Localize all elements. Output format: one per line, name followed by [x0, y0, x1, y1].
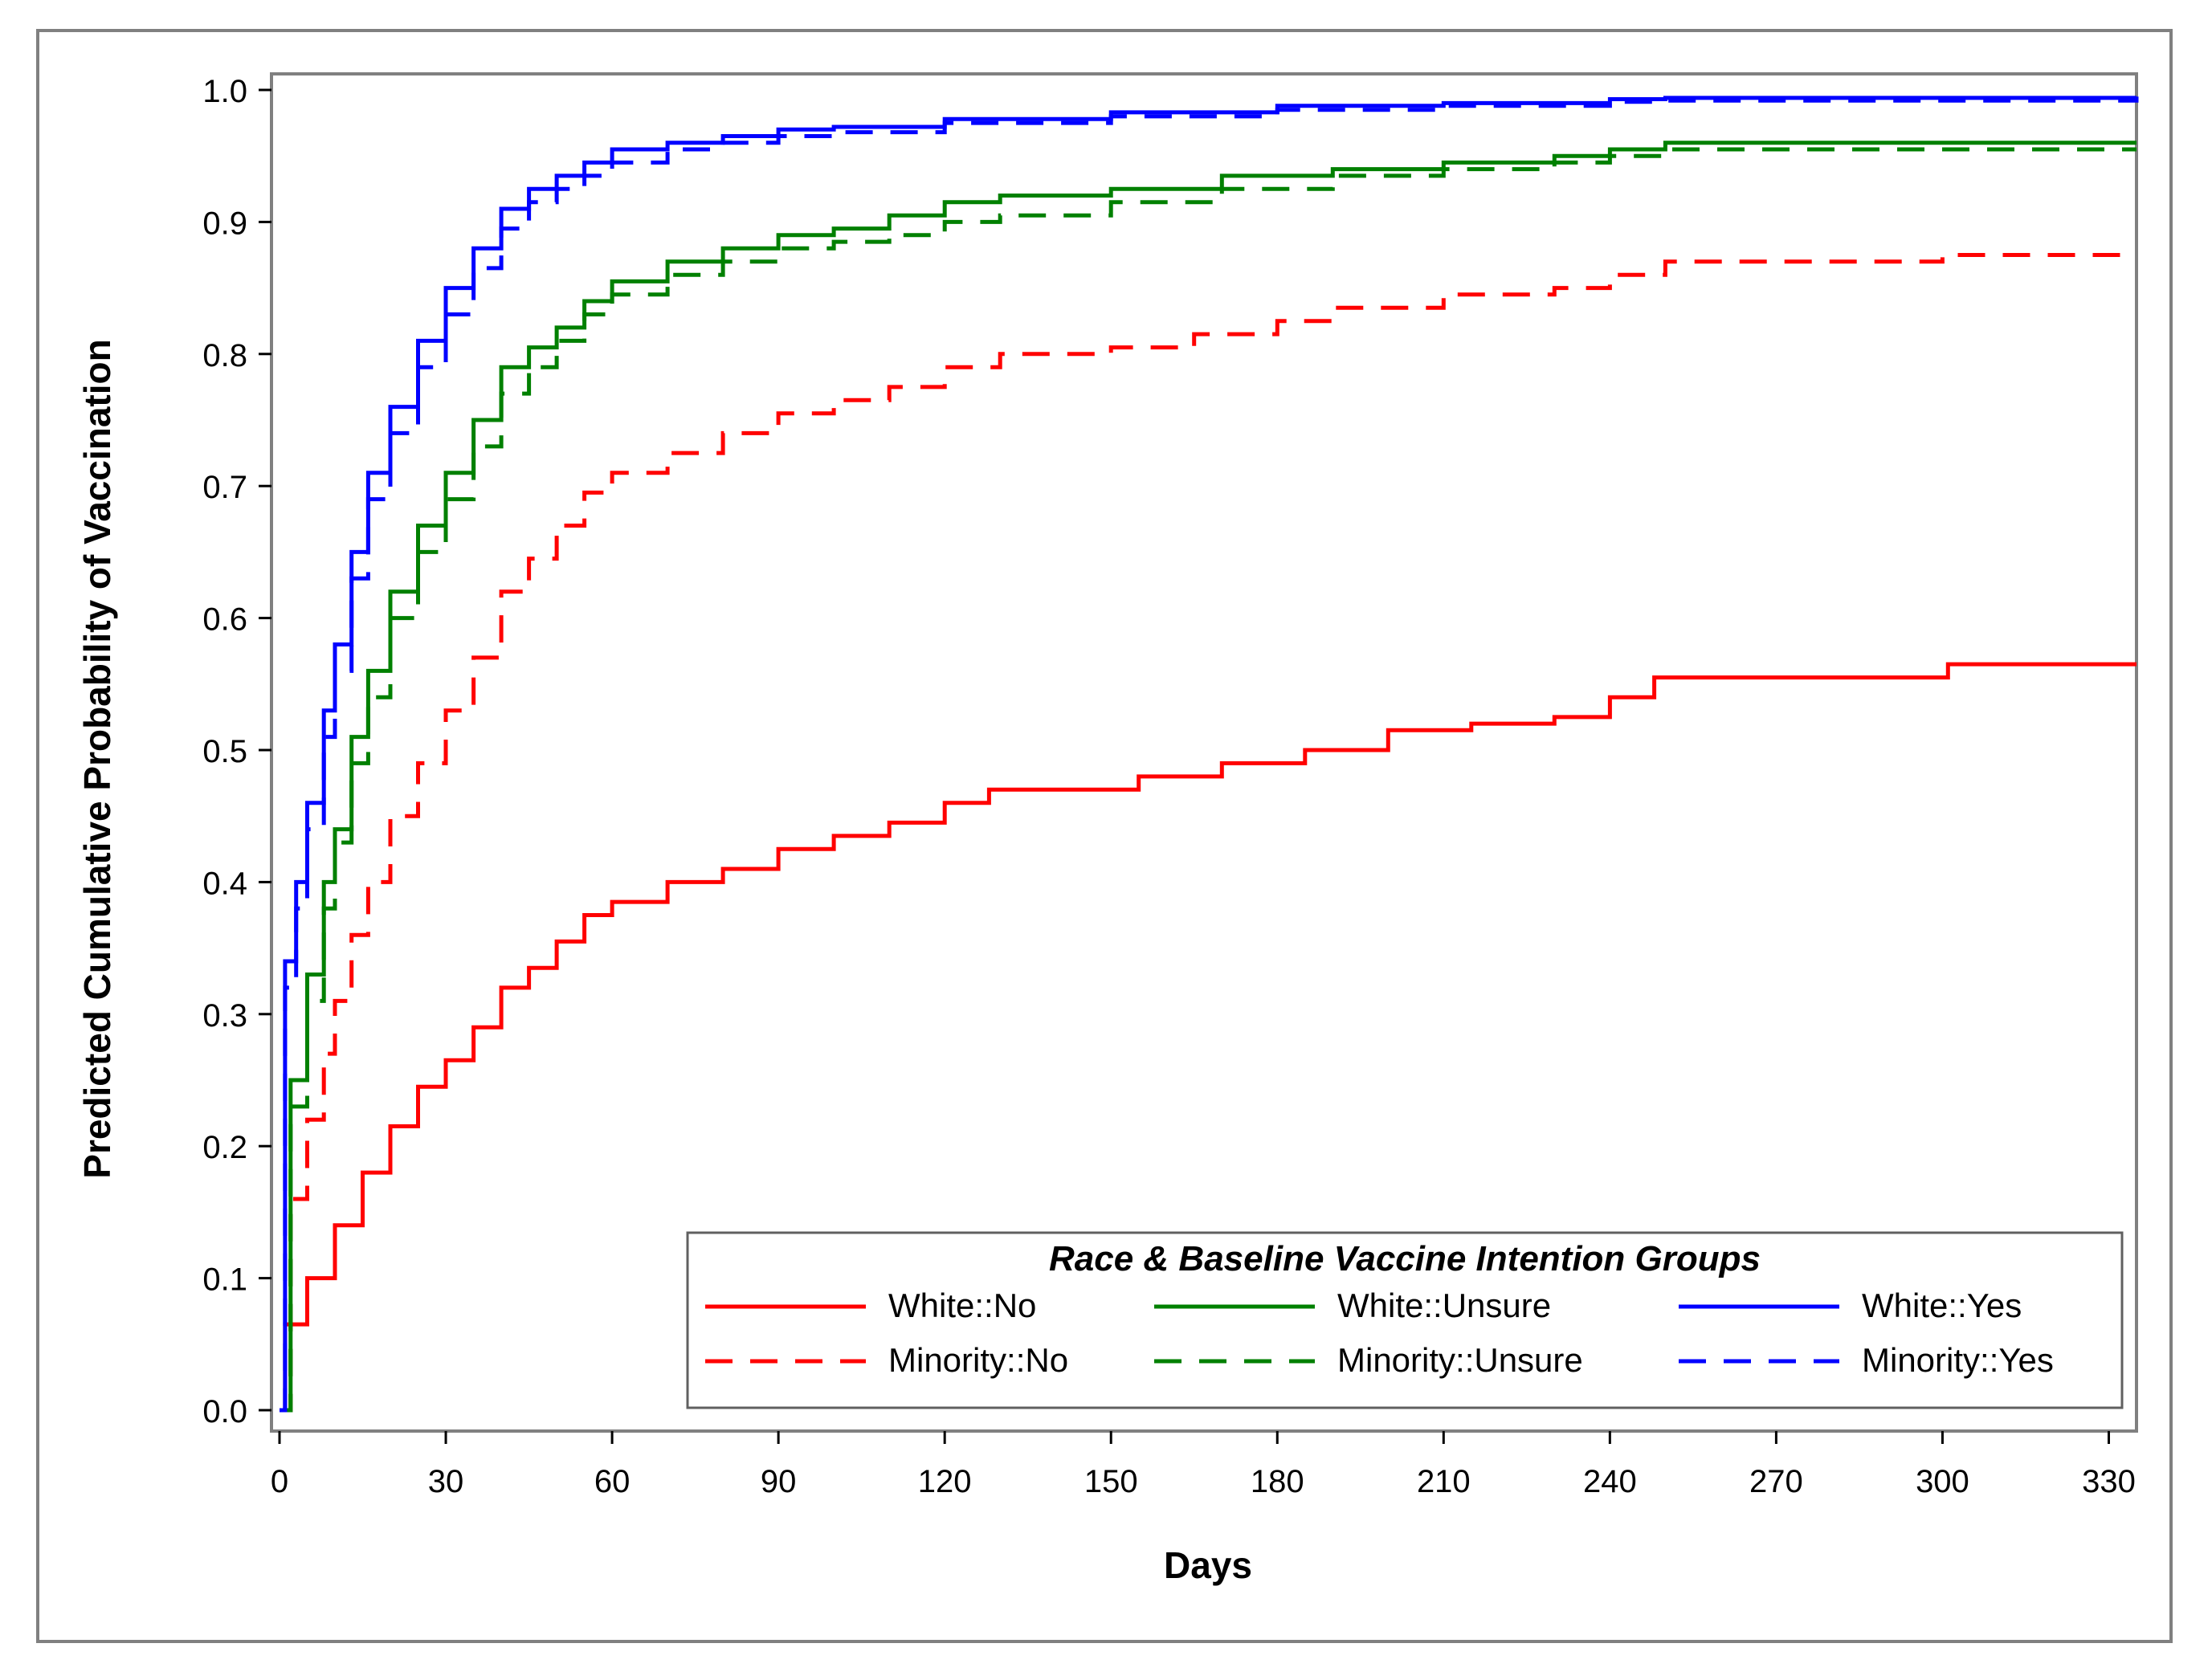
legend: Race & Baseline Vaccine Intention Groups…: [686, 1231, 2124, 1409]
legend-label-white-no: White::No: [888, 1287, 1036, 1324]
x-tick-label: 90: [761, 1464, 797, 1499]
legend-label-white-yes: White::Yes: [1862, 1287, 2022, 1324]
series-line-white-no: [280, 662, 2136, 1413]
x-tick-label: 30: [428, 1464, 464, 1499]
plot-area: [270, 72, 2138, 1433]
series-line-minority-unsure: [280, 147, 2136, 1413]
legend-label-minority-no: Minority::No: [888, 1341, 1068, 1379]
series-line-minority-yes: [280, 98, 2139, 1413]
y-tick-label: 0.0: [202, 1394, 247, 1429]
x-tick-label: 210: [1417, 1464, 1471, 1499]
y-tick-label: 0.4: [202, 866, 247, 901]
series-line-white-unsure: [280, 141, 2136, 1413]
x-tick-label: 330: [2082, 1464, 2136, 1499]
series-line-minority-no: [280, 253, 2136, 1413]
x-axis: 0 30 60 90 120 150 180 210 240 270 300 330: [271, 1431, 2136, 1499]
y-axis-title: Predicted Cumulative Probability of Vacc…: [76, 339, 118, 1178]
x-tick-label: 150: [1084, 1464, 1138, 1499]
x-axis-title: Days: [1164, 1544, 1252, 1586]
y-tick-label: 0.2: [202, 1130, 247, 1165]
y-tick-label: 0.5: [202, 734, 247, 769]
series-layer: [280, 96, 2139, 1413]
x-tick-label: 240: [1583, 1464, 1637, 1499]
x-tick-label: 0: [271, 1464, 288, 1499]
y-tick-label: 0.8: [202, 338, 247, 373]
x-tick-label: 270: [1749, 1464, 1803, 1499]
legend-label-minority-yes: Minority::Yes: [1862, 1341, 2054, 1379]
x-tick-label: 180: [1251, 1464, 1304, 1499]
legend-box: [686, 1231, 2124, 1409]
legend-label-minority-unsure: Minority::Unsure: [1337, 1341, 1583, 1379]
legend-label-white-unsure: White::Unsure: [1337, 1287, 1551, 1324]
x-tick-label: 60: [594, 1464, 631, 1499]
y-tick-label: 0.6: [202, 602, 247, 638]
y-axis: 0.0 0.1 0.2 0.3 0.4 0.5 0.6 0.7 0.8 0.9 1.0: [202, 74, 271, 1429]
y-tick-label: 0.7: [202, 470, 247, 505]
y-tick-label: 0.9: [202, 206, 247, 241]
y-tick-label: 0.3: [202, 998, 247, 1034]
y-tick-label: 0.1: [202, 1262, 247, 1298]
x-tick-label: 120: [918, 1464, 972, 1499]
x-tick-label: 300: [1916, 1464, 1969, 1499]
legend-title: Race & Baseline Vaccine Intention Groups: [1049, 1239, 1761, 1278]
y-tick-label: 1.0: [202, 74, 247, 109]
